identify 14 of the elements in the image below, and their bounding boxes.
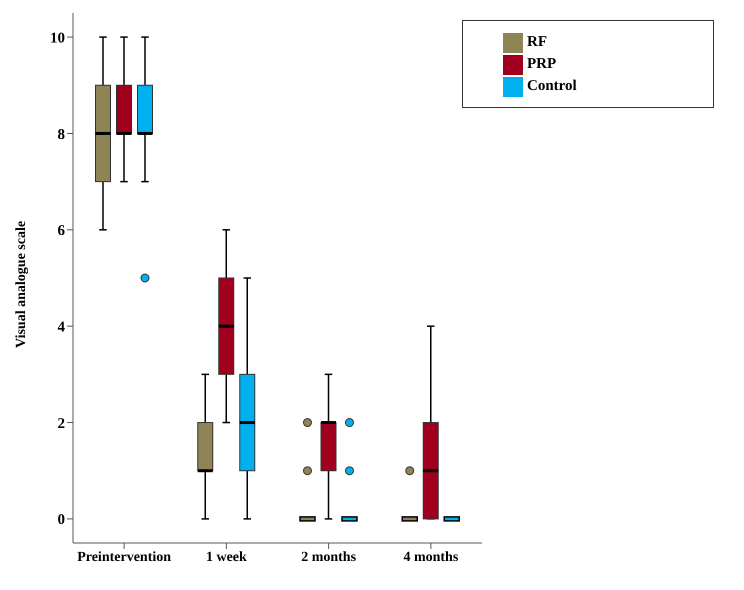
- y-tick-label: 0: [58, 512, 65, 528]
- y-tick-label: 6: [58, 223, 66, 240]
- legend-label: RF: [527, 34, 547, 50]
- y-tick-label: 4: [58, 320, 66, 336]
- legend-label: PRP: [527, 56, 556, 72]
- x-tick-label: Preintervention: [77, 550, 172, 565]
- x-tick-label: 2 months: [301, 550, 357, 565]
- legend-label: Control: [527, 78, 577, 94]
- y-tick-label: 8: [58, 126, 65, 143]
- y-tick-label: 2: [58, 416, 65, 432]
- x-tick-label: 4 months: [403, 550, 459, 565]
- y-axis-title: Visual analogue scale: [14, 220, 29, 348]
- x-tick-label: 1 week: [206, 550, 247, 565]
- y-tick-label: 10: [50, 30, 65, 46]
